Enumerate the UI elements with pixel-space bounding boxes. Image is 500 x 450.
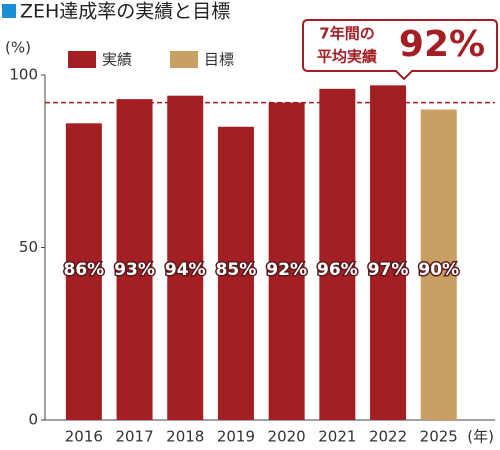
bar (65, 123, 102, 421)
y-tick-label: 50 (19, 238, 38, 256)
bar (167, 95, 204, 420)
x-tick-label: 2016 (65, 428, 103, 446)
x-tick-label: 2018 (166, 428, 204, 446)
legend-label: 実績 (102, 51, 132, 69)
bar (420, 109, 457, 420)
value-label: 96% (317, 260, 358, 280)
annotation-value: 92% (399, 24, 485, 65)
y-tick-label: 100 (9, 66, 38, 84)
value-label: 92% (266, 260, 307, 280)
x-tick-label: 2025 (420, 428, 458, 446)
annotation-text: 7年間の (319, 25, 374, 43)
y-axis-label: (%) (5, 39, 31, 57)
value-label: 93% (114, 260, 155, 280)
value-label: 86% (63, 260, 104, 280)
title-marker (2, 4, 16, 18)
x-tick-label: 2022 (369, 428, 407, 446)
chart-title: ZEH達成率の実績と目標 (20, 1, 230, 23)
x-tick-label: 2021 (318, 428, 356, 446)
bar (217, 126, 254, 420)
x-tick-label: 2017 (115, 428, 153, 446)
legend-swatch (68, 51, 96, 68)
annotation-box (302, 19, 498, 81)
bar (116, 99, 153, 421)
value-label: 94% (165, 260, 206, 280)
bar (319, 88, 356, 421)
x-tick-label: 2019 (217, 428, 255, 446)
value-label: 85% (216, 260, 257, 280)
x-axis-label: (年) (467, 428, 494, 446)
y-tick-label: 0 (28, 411, 38, 429)
x-tick-label: 2020 (268, 428, 306, 446)
bar (268, 102, 305, 420)
legend-label: 目標 (204, 51, 234, 69)
value-label: 97% (368, 260, 409, 280)
value-label: 90% (418, 260, 459, 280)
annotation-text: 平均実績 (317, 48, 377, 66)
legend-swatch (170, 51, 198, 68)
bar (370, 85, 407, 420)
